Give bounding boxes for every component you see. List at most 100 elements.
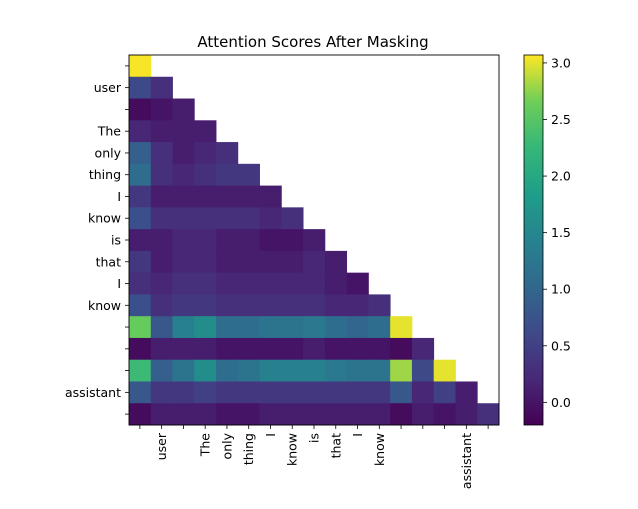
heatmap-cell [346, 381, 369, 404]
heatmap-cell [346, 403, 369, 426]
heatmap-cell [172, 185, 195, 208]
heatmap-cell [303, 337, 326, 361]
heatmap-cell [216, 316, 239, 339]
heatmap-cell [194, 272, 217, 295]
heatmap-cell [368, 294, 391, 317]
heatmap-cell [368, 359, 391, 382]
heatmap-cell [303, 316, 326, 339]
heatmap-cell [172, 120, 195, 143]
heatmap-cell [172, 250, 195, 274]
heatmap-cell [259, 207, 282, 230]
heatmap-cell [172, 98, 195, 121]
heatmap-cell [324, 359, 348, 382]
heatmap-cell [172, 403, 195, 426]
heatmap-cell [150, 359, 173, 382]
x-tick-label: I [263, 433, 278, 437]
heatmap-cell [281, 229, 304, 252]
heatmap-cell [129, 294, 152, 317]
heatmap-cell [150, 250, 173, 274]
heatmap-cell [129, 229, 152, 252]
heatmap-cell [281, 294, 304, 317]
heatmap-cell [150, 381, 173, 404]
y-tick-label: thing [89, 167, 121, 182]
colorbar-axis: 0.0 0.5 1.0 1.5 2.0 2.5 3.0 [543, 55, 571, 410]
colorbar-tick-label: 0.0 [551, 395, 571, 410]
heatmap-cell [129, 120, 152, 143]
heatmap-cell [411, 337, 435, 361]
heatmap-cell [129, 250, 152, 274]
heatmap-cell [150, 337, 173, 361]
heatmap-cell [150, 163, 173, 186]
heatmap-cell [346, 272, 369, 295]
heatmap-cell [172, 359, 195, 382]
colorbar-tick-label: 3.0 [551, 55, 571, 70]
heatmap-cell [281, 250, 304, 274]
heatmap-cell [390, 337, 413, 361]
heatmap-cell [150, 98, 173, 121]
heatmap-cell [150, 207, 173, 230]
heatmap-cell [303, 250, 326, 274]
heatmap-cell [129, 359, 152, 382]
heatmap-cell [172, 142, 195, 165]
heatmap-cell [303, 381, 326, 404]
heatmap-cell [477, 403, 500, 426]
heatmap-cell [216, 250, 239, 274]
x-tick-label: know [285, 433, 300, 466]
colorbar-tick-label: 1.5 [551, 225, 571, 240]
heatmap-cell [129, 142, 152, 165]
heatmap-cell [216, 229, 239, 252]
heatmap-cell [172, 294, 195, 317]
heatmap-cell [129, 337, 152, 361]
heatmap-cell [346, 316, 369, 339]
heatmap-cell [129, 185, 152, 208]
colorbar-tick-label: 1.0 [551, 282, 571, 297]
heatmap-cell [150, 294, 173, 317]
heatmap-cell [303, 294, 326, 317]
heatmap-cell [455, 403, 478, 426]
heatmap-cell [259, 229, 282, 252]
y-tick-label: user [94, 80, 122, 95]
heatmap-cell [237, 185, 260, 208]
heatmap-cell [216, 185, 239, 208]
y-tick-label: The [97, 124, 122, 139]
heatmap-cell [194, 381, 217, 404]
heatmap-cell [150, 76, 173, 99]
heatmap-cell [150, 185, 173, 208]
y-tick-label: know [88, 211, 121, 226]
heatmap-cell [259, 359, 282, 382]
heatmap-cell [129, 403, 152, 426]
heatmap-cell [346, 337, 369, 361]
heatmap-cell [281, 403, 304, 426]
heatmap-cell [194, 207, 217, 230]
heatmap-cell [259, 337, 282, 361]
heatmap-cell [259, 294, 282, 317]
heatmap-cell [324, 250, 348, 274]
heatmap-cell [281, 381, 304, 404]
heatmap-cell [194, 359, 217, 382]
colorbar-tick-label: 2.5 [551, 112, 571, 127]
heatmap-cell [172, 229, 195, 252]
heatmap-cell [303, 272, 326, 295]
heatmap-cell [216, 142, 239, 165]
x-tick-label: that [328, 433, 343, 458]
heatmap-cell [411, 359, 435, 382]
heatmap-cell [259, 316, 282, 339]
y-tick-label: I [117, 276, 121, 291]
heatmap-cell [390, 381, 413, 404]
heatmap-cell [324, 272, 348, 295]
heatmap-cell [455, 381, 478, 404]
y-tick-label: assistant [65, 385, 121, 400]
heatmap-cell [237, 250, 260, 274]
heatmap-cell [129, 76, 152, 99]
heatmap-cell [129, 207, 152, 230]
x-tick-label: assistant [459, 433, 474, 489]
x-tick-label: thing [241, 433, 256, 465]
heatmap-cell [194, 229, 217, 252]
heatmap-cell [172, 163, 195, 186]
x-tick-label: I [350, 433, 365, 437]
heatmap-cell [368, 337, 391, 361]
colorbar-tick-label: 0.5 [551, 338, 571, 353]
heatmap-cell [216, 381, 239, 404]
